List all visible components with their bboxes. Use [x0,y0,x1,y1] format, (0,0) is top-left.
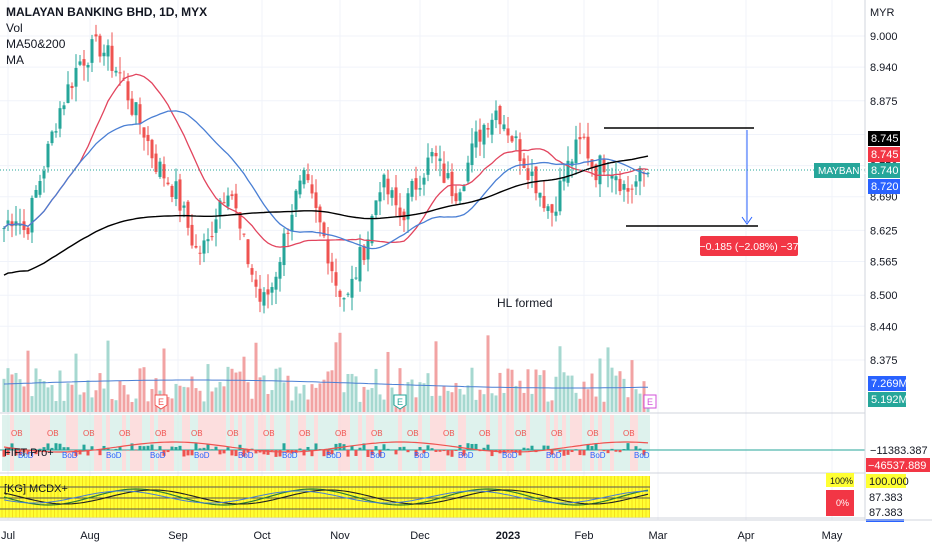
svg-text:BoD: BoD [326,451,342,460]
svg-text:OB: OB [227,429,239,438]
x-tick-label: 2023 [496,530,520,542]
x-tick-label: Aug [80,530,100,542]
svg-text:5.192M: 5.192M [871,394,908,406]
svg-text:8.745: 8.745 [871,149,899,161]
svg-text:8.740: 8.740 [871,165,899,177]
svg-text:OB: OB [335,429,347,438]
svg-text:BoD: BoD [458,451,474,460]
svg-text:BoD: BoD [194,451,210,460]
x-tick-label: Mar [649,530,668,542]
x-tick-label: Apr [737,530,754,542]
svg-text:8.720: 8.720 [871,181,899,193]
legend-ma50-200[interactable]: MA50&200 [6,37,66,51]
mcdx-pane [0,472,865,519]
time-axis[interactable]: Jul Aug Sep Oct Nov Dec 2023 Feb Mar Apr May [1,530,843,542]
x-tick-label: Feb [575,530,594,542]
x-tick-label: Dec [410,530,430,542]
svg-text:BoD: BoD [106,451,122,460]
symbol-title: MALAYAN BANKING BHD, 1D, MYX [6,5,208,19]
svg-text:−46537.889: −46537.889 [868,460,926,472]
svg-text:7.269M: 7.269M [871,378,908,390]
svg-text:E: E [158,397,164,407]
x-tick-label: Oct [253,530,270,542]
y-tick-label: 8.940 [870,62,898,74]
y-tick-label: 8.440 [870,321,898,333]
y-tick-label: 8.565 [870,257,898,269]
y-tick-label: 8.375 [870,355,898,367]
legend: MALAYAN BANKING BHD, 1D, MYX Vol MA50&20… [6,4,207,68]
y-tick-label: 8.625 [870,225,898,237]
measure-tool[interactable]: −0.185 (−2.08%) −37 [604,127,799,256]
svg-text:BoD: BoD [414,451,430,460]
legend-ma[interactable]: MA [6,53,24,67]
fift-pane: OB BoD OB BoD OB BoD OB BoD OB OB BoD OB BoD OB BoD OB B… [0,412,865,471]
svg-text:OB: OB [443,429,455,438]
svg-text:87.383: 87.383 [869,492,903,504]
svg-text:BoD: BoD [150,451,166,460]
svg-text:100.000: 100.000 [869,476,909,488]
candles [2,24,650,314]
svg-text:E: E [397,397,403,407]
currency-label: MYR [870,7,895,19]
svg-text:OB: OB [11,429,23,438]
x-tick-label: May [822,530,843,542]
ma200-line [3,155,649,276]
volume-ma-line [3,379,649,389]
ma-line [3,110,649,250]
svg-text:OB: OB [515,429,527,438]
y-tick-label: 8.500 [870,290,898,302]
y-tick-label: 8.690 [870,192,898,204]
svg-text:−11383.387: −11383.387 [870,445,928,457]
svg-text:BoD: BoD [590,451,606,460]
svg-text:OB: OB [551,429,563,438]
svg-text:100%: 100% [830,476,853,486]
ma50-line [3,73,649,248]
svg-text:OB: OB [191,429,203,438]
svg-text:BoD: BoD [238,451,254,460]
fift-label[interactable]: FIFT Pro+ [4,447,54,459]
svg-text:OB: OB [119,429,131,438]
earnings-markers[interactable]: E E E [154,394,657,410]
x-tick-label: Nov [330,530,350,542]
svg-text:OB: OB [155,429,167,438]
measure-label: −0.185 (−2.08%) −37 [700,241,799,253]
svg-text:OB: OB [623,429,635,438]
svg-text:OB: OB [407,429,419,438]
grid [0,0,865,520]
svg-text:OB: OB [587,429,599,438]
svg-text:OB: OB [371,429,383,438]
svg-text:87.383: 87.383 [869,507,903,519]
svg-text:OB: OB [263,429,275,438]
svg-text:8.745: 8.745 [871,133,899,145]
svg-text:BoD: BoD [634,451,650,460]
legend-vol[interactable]: Vol [6,21,23,35]
symbol-badge: MAYBANK [818,166,866,177]
svg-text:E: E [647,397,653,407]
svg-text:BoD: BoD [282,451,298,460]
svg-text:BoD: BoD [502,451,518,460]
svg-text:OB: OB [47,429,59,438]
svg-text:0%: 0% [836,498,849,508]
svg-text:BoD: BoD [546,451,562,460]
x-tick-label: Jul [1,530,15,542]
price-badges: 8.745 8.745 MAYBANK 8.740 8.720 7.269M 5… [814,131,930,522]
svg-text:OB: OB [299,429,311,438]
hl-annotation: HL formed [497,296,553,310]
svg-text:BoD: BoD [370,451,386,460]
y-tick-label: 9.000 [870,31,898,43]
mcdx-label[interactable]: [KG] MCDX+ [4,483,68,495]
svg-text:OB: OB [83,429,95,438]
y-tick-label: 8.875 [870,96,898,108]
svg-text:OB: OB [479,429,491,438]
svg-text:BoD: BoD [18,451,34,460]
x-tick-label: Sep [168,530,188,542]
price-axis[interactable]: 9.0008.9408.8758.8108.7508.6908.6258.565… [870,31,898,367]
svg-text:BoD: BoD [62,451,78,460]
